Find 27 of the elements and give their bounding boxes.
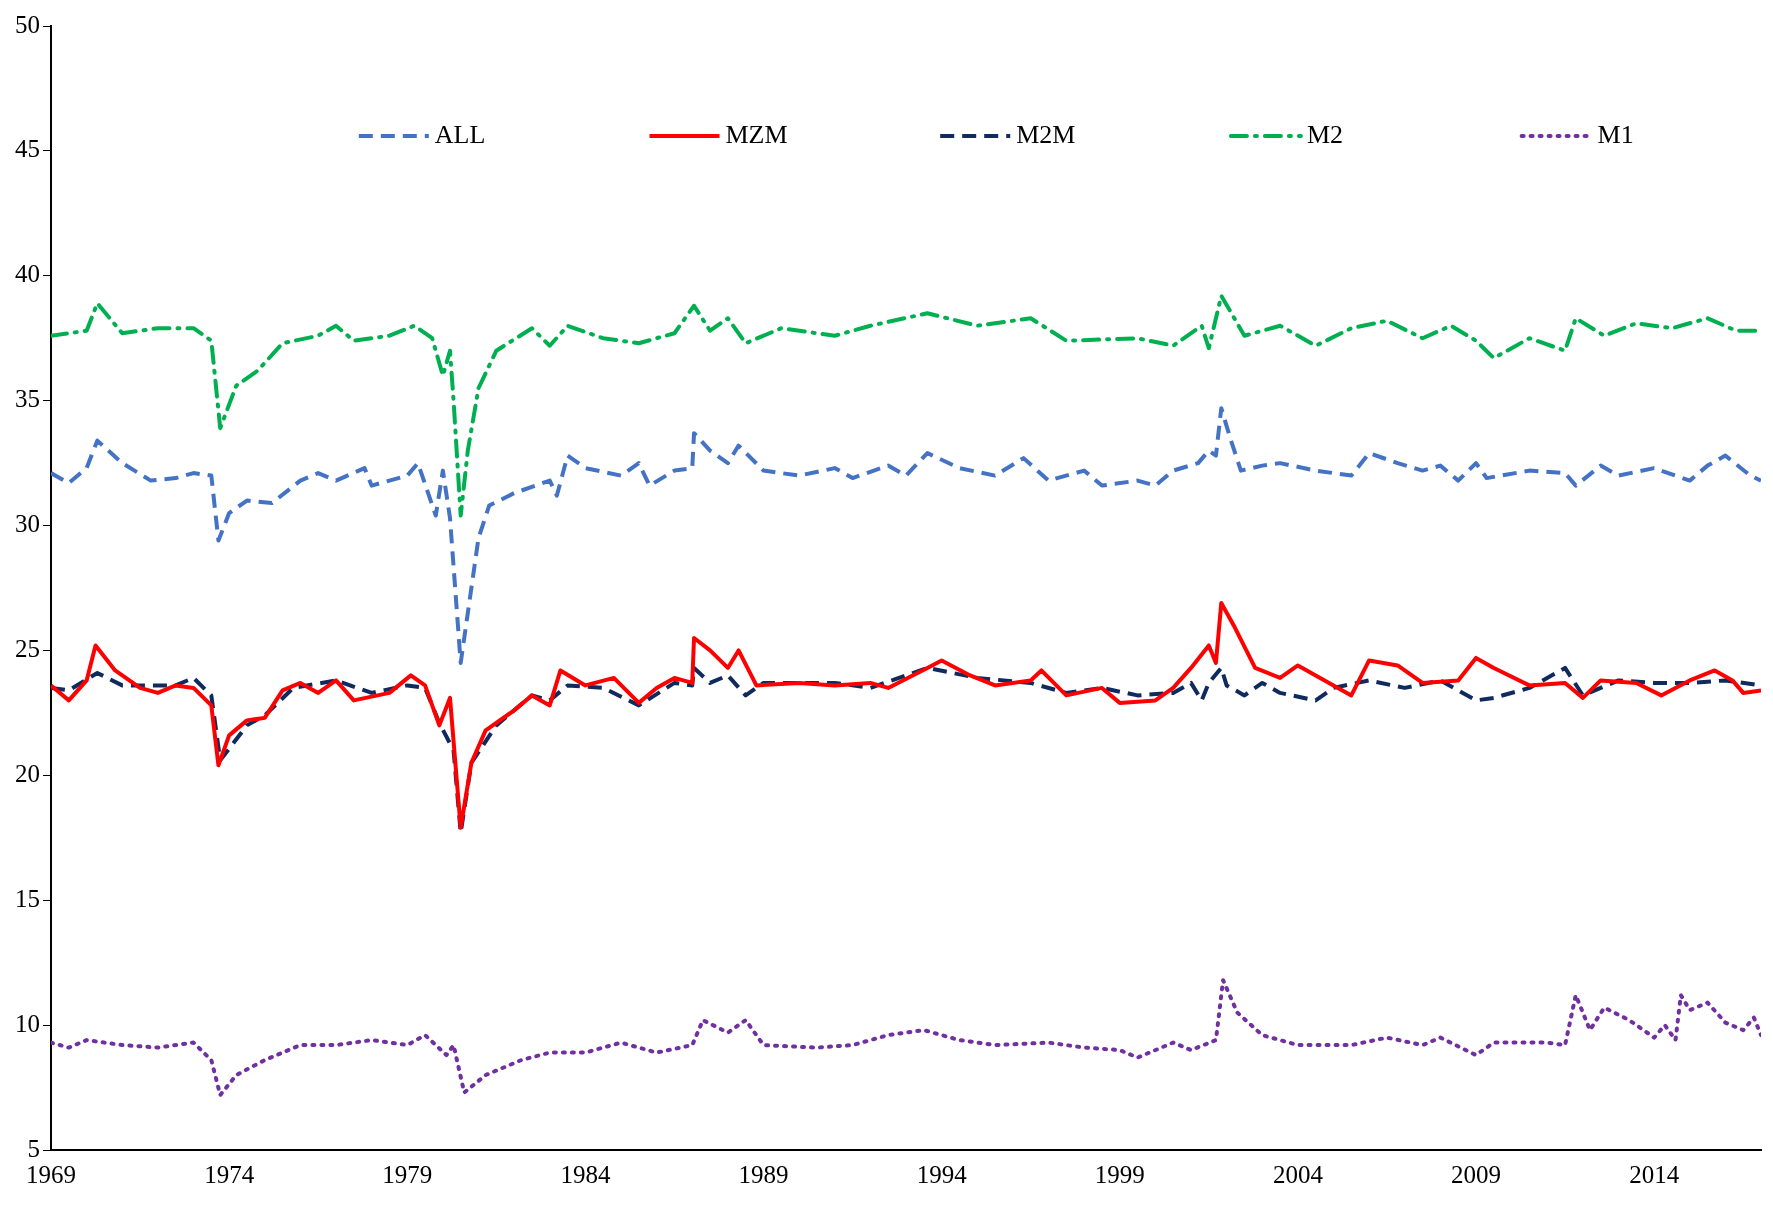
y-tick-label: 45 <box>15 135 40 163</box>
x-tick-label: 2014 <box>1629 1160 1680 1188</box>
x-tick-label: 1984 <box>560 1160 611 1188</box>
line-series <box>51 978 1761 1098</box>
y-tick-label: 15 <box>15 884 40 912</box>
y-tick-label: 35 <box>15 385 40 413</box>
x-tick-label: 2009 <box>1451 1160 1501 1188</box>
y-tick-label: 20 <box>15 759 40 787</box>
y-tick-label: 10 <box>15 1009 40 1037</box>
x-tick-label: 1994 <box>916 1160 968 1188</box>
x-tick-label: 1989 <box>738 1160 789 1188</box>
y-tick-label: 50 <box>15 10 40 38</box>
x-tick-label: 1974 <box>204 1160 255 1188</box>
legend-label: ALL <box>434 119 486 149</box>
y-tick-label: 25 <box>15 635 40 663</box>
x-tick-label: 1999 <box>1094 1160 1145 1188</box>
x-tick-label: 1969 <box>26 1160 76 1188</box>
legend-label: M1 <box>1597 119 1634 149</box>
legend-label: MZM <box>725 119 788 149</box>
legend-label: M2 <box>1306 119 1344 149</box>
x-tick-label: 1979 <box>382 1160 433 1188</box>
x-tick-label: 2004 <box>1272 1160 1324 1188</box>
line-series <box>51 406 1761 665</box>
legend-label: M2M <box>1016 119 1076 149</box>
y-tick-label: 30 <box>15 510 40 538</box>
y-tick-label: 40 <box>15 260 40 288</box>
y-tick-label: 5 <box>27 1134 40 1162</box>
